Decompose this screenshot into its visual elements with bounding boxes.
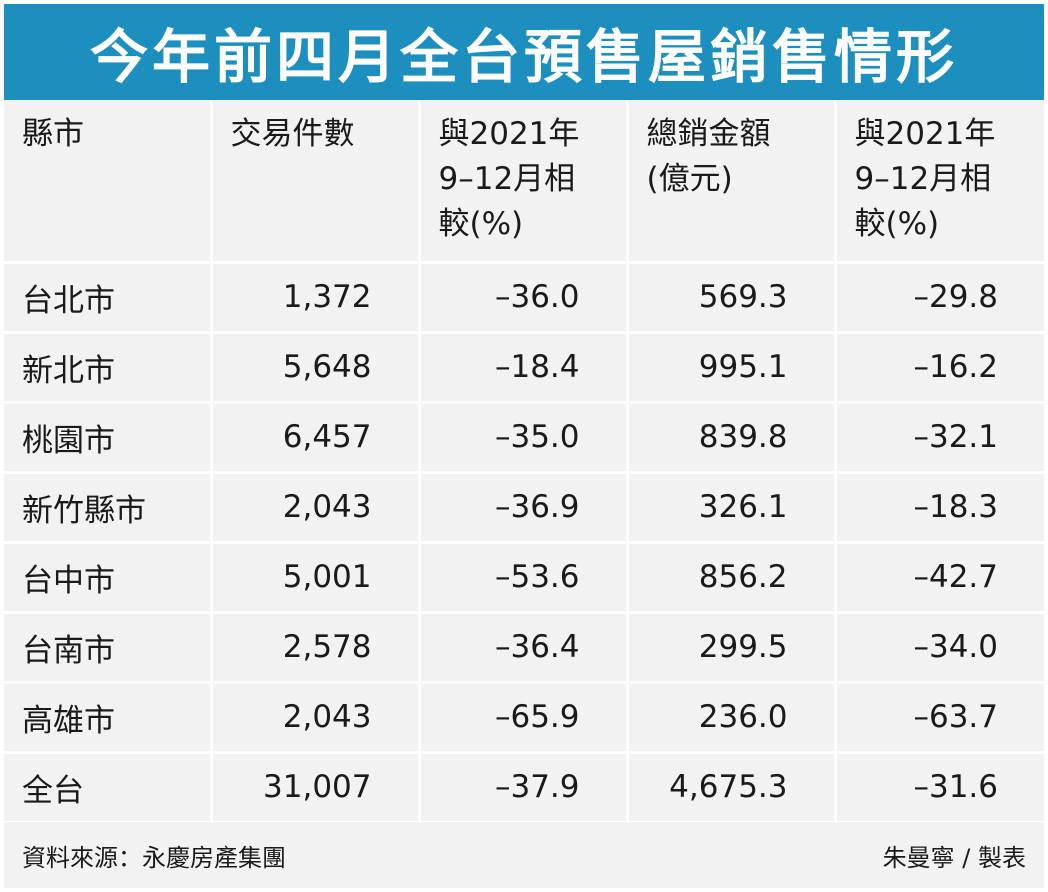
total-cell: 839.8: [627, 402, 837, 474]
total-cell: 995.1: [627, 332, 837, 404]
header-line: 與2021年: [438, 116, 580, 152]
city-cell: 台北市: [4, 262, 213, 334]
header-line: 9–12月相: [438, 161, 576, 197]
count-change-cell: –36.4: [419, 612, 629, 684]
total-change-cell: –34.0: [835, 612, 1044, 684]
count-cell: 31,007: [211, 752, 421, 824]
count-cell: 2,043: [211, 682, 421, 754]
header-count-change: 與2021年 9–12月相 較(%): [419, 100, 629, 264]
header-line: 9–12月相: [854, 161, 992, 197]
table-row: 台南市 2,578 –36.4 299.5 –34.0: [4, 612, 1044, 684]
count-change-cell: –35.0: [419, 402, 629, 474]
table-row: 高雄市 2,043 –65.9 236.0 –63.7: [4, 682, 1044, 754]
city-cell: 台南市: [4, 612, 213, 684]
total-change-cell: –42.7: [835, 542, 1044, 614]
count-cell: 2,043: [211, 472, 421, 544]
count-change-cell: –37.9: [419, 752, 629, 824]
total-change-cell: –16.2: [835, 332, 1044, 404]
count-cell: 5,648: [211, 332, 421, 404]
table-row: 台北市 1,372 –36.0 569.3 –29.8: [4, 262, 1044, 334]
count-cell: 1,372: [211, 262, 421, 334]
table-row: 新竹縣市 2,043 –36.9 326.1 –18.3: [4, 472, 1044, 544]
total-change-cell: –31.6: [835, 752, 1044, 824]
city-cell: 桃園市: [4, 402, 213, 474]
total-cell: 569.3: [627, 262, 837, 334]
header-line: 縣市: [22, 116, 84, 152]
count-change-cell: –53.6: [419, 542, 629, 614]
header-line: 較(%): [438, 206, 524, 242]
source-note: 資料來源：永慶房產集團: [22, 843, 286, 872]
count-cell: 5,001: [211, 542, 421, 614]
header-line: 交易件數: [230, 116, 355, 152]
table-row: 台中市 5,001 –53.6 856.2 –42.7: [4, 542, 1044, 614]
footer: 資料來源：永慶房產集團 朱曼寧 / 製表: [4, 822, 1044, 888]
header-row: 縣市 交易件數 與2021年 9–12月相 較(%) 總銷金額 (億元) 與20…: [4, 100, 1044, 264]
page-title: 今年前四月全台預售屋銷售情形: [89, 23, 958, 91]
title-bar: 今年前四月全台預售屋銷售情形: [4, 4, 1044, 100]
header-line: 總銷金額: [646, 116, 771, 152]
header-count: 交易件數: [211, 100, 421, 264]
city-cell: 全台: [4, 752, 213, 824]
total-cell: 299.5: [627, 612, 837, 684]
city-cell: 新竹縣市: [4, 472, 213, 544]
total-change-cell: –29.8: [835, 262, 1044, 334]
total-change-cell: –32.1: [835, 402, 1044, 474]
count-change-cell: –65.9: [419, 682, 629, 754]
table-row-total: 全台 31,007 –37.9 4,675.3 –31.6: [4, 752, 1044, 824]
city-cell: 新北市: [4, 332, 213, 404]
header-total-change: 與2021年 9–12月相 較(%): [835, 100, 1044, 264]
header-total: 總銷金額 (億元): [627, 100, 837, 264]
count-cell: 6,457: [211, 402, 421, 474]
sales-table: 縣市 交易件數 與2021年 9–12月相 較(%) 總銷金額 (億元) 與20…: [4, 100, 1044, 824]
count-change-cell: –36.9: [419, 472, 629, 544]
city-cell: 高雄市: [4, 682, 213, 754]
credit-note: 朱曼寧 / 製表: [882, 843, 1026, 872]
total-cell: 236.0: [627, 682, 837, 754]
header-line: 與2021年: [854, 116, 996, 152]
total-change-cell: –18.3: [835, 472, 1044, 544]
count-change-cell: –18.4: [419, 332, 629, 404]
total-change-cell: –63.7: [835, 682, 1044, 754]
total-cell: 326.1: [627, 472, 837, 544]
count-cell: 2,578: [211, 612, 421, 684]
header-line: 較(%): [854, 206, 940, 242]
header-city: 縣市: [4, 100, 213, 264]
count-change-cell: –36.0: [419, 262, 629, 334]
table-row: 桃園市 6,457 –35.0 839.8 –32.1: [4, 402, 1044, 474]
header-line: (億元): [646, 161, 733, 197]
total-cell: 856.2: [627, 542, 837, 614]
city-cell: 台中市: [4, 542, 213, 614]
total-cell: 4,675.3: [627, 752, 837, 824]
table-row: 新北市 5,648 –18.4 995.1 –16.2: [4, 332, 1044, 404]
